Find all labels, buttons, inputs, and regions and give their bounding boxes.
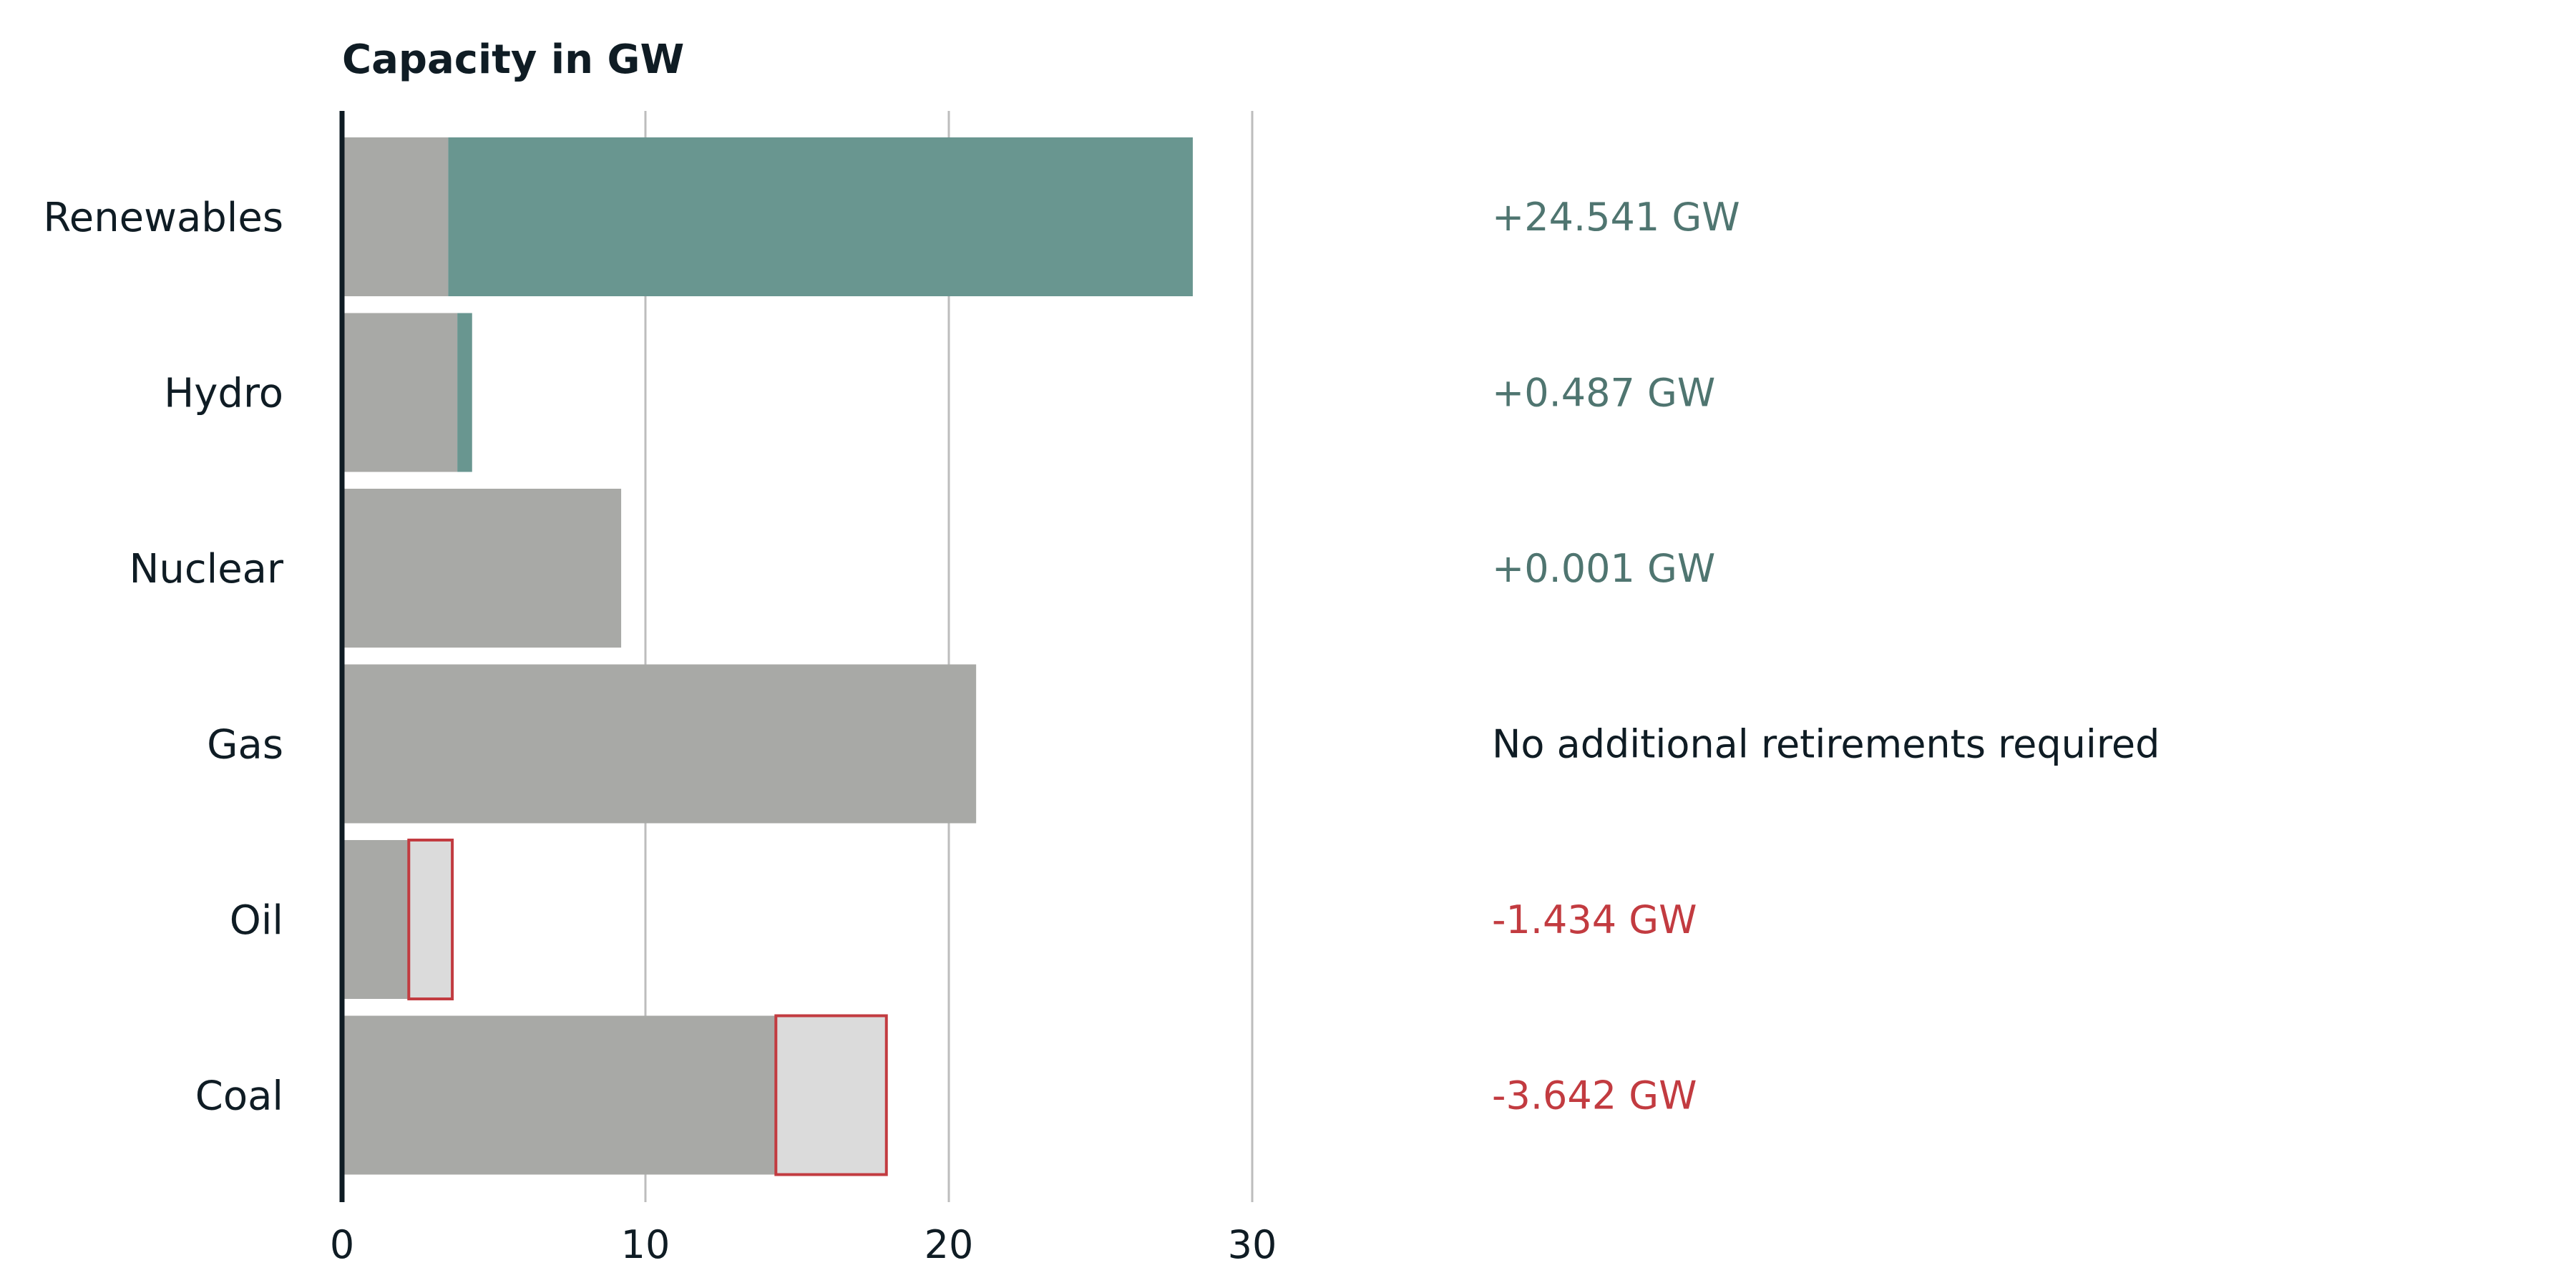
- change-annotation: +0.487 GW: [1492, 371, 1715, 416]
- change-annotation: -1.434 GW: [1492, 897, 1697, 942]
- category-label: Oil: [230, 897, 283, 944]
- bar-addition: [457, 313, 472, 472]
- bars: [342, 137, 1193, 1176]
- bar-existing: [342, 1015, 776, 1175]
- bar-existing: [342, 489, 622, 648]
- bar-retirement: [774, 1014, 888, 1176]
- x-tick-labels: 0 10 20 30: [330, 1222, 1277, 1267]
- change-annotation: No additional retirements required: [1492, 722, 2160, 767]
- change-annotation: +24.541 GW: [1492, 195, 1740, 240]
- bar-existing: [342, 664, 977, 824]
- bar-addition: [448, 137, 1193, 296]
- bar-existing: [342, 840, 409, 999]
- category-label: Nuclear: [129, 546, 284, 592]
- bar-existing: [342, 313, 458, 472]
- x-tick-label: 20: [924, 1222, 974, 1267]
- x-tick-label: 30: [1228, 1222, 1277, 1267]
- category-label: Hydro: [164, 371, 283, 417]
- change-annotation: -3.642 GW: [1492, 1073, 1697, 1118]
- change-annotation: +0.001 GW: [1492, 546, 1715, 591]
- category-label: Renewables: [43, 195, 283, 241]
- category-labels: Renewables Hydro Nuclear Gas Oil Coal: [43, 195, 284, 1120]
- category-label: Gas: [207, 722, 283, 769]
- bar-existing: [342, 137, 449, 296]
- bar-retirement: [407, 839, 454, 1000]
- x-tick-label: 0: [330, 1222, 354, 1267]
- change-annotations: +24.541 GW +0.487 GW +0.001 GW No additiona…: [1492, 195, 2160, 1118]
- x-tick-label: 10: [621, 1222, 670, 1267]
- category-label: Coal: [195, 1073, 283, 1120]
- chart-title: Capacity in GW: [342, 36, 684, 83]
